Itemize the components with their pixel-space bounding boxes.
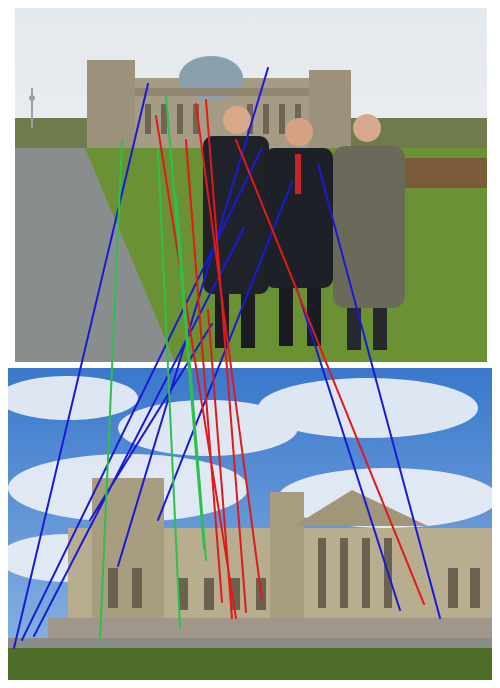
top-photo [15,8,487,362]
bottom-photo [8,368,492,680]
reichstag-facade-photo [8,368,492,680]
reichstag-people-photo [15,8,487,362]
